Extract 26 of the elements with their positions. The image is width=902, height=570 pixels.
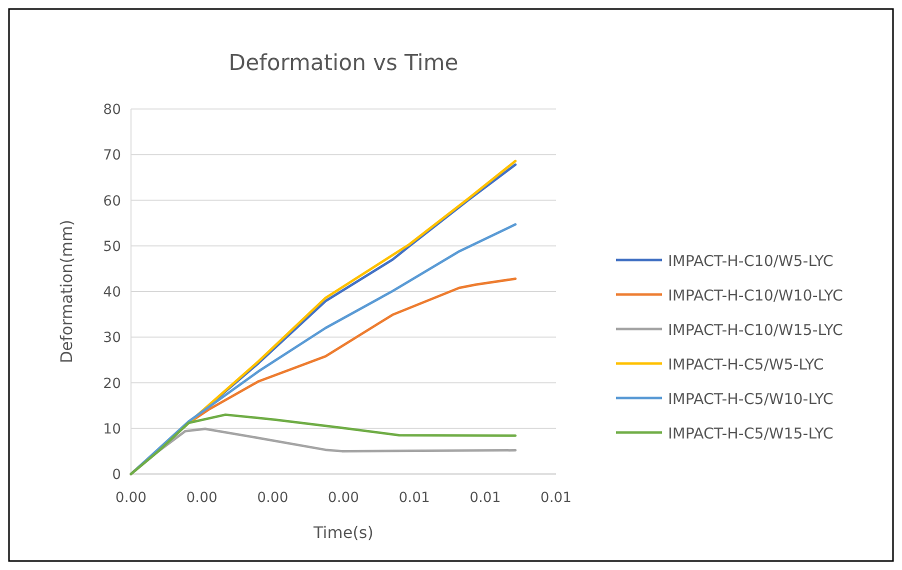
y-axis-title: Deformation(mm) (57, 220, 76, 364)
x-tick-label: 0.00 (257, 490, 288, 506)
y-tick-label: 80 (103, 102, 121, 118)
y-tick-label: 0 (112, 467, 121, 483)
legend-label: IMPACT-H-C10/W15-LYC (668, 321, 843, 339)
x-axis-title: Time(s) (312, 523, 374, 542)
x-tick-label: 0.00 (328, 490, 360, 506)
y-tick-label: 70 (103, 148, 121, 164)
y-tick-label: 50 (103, 238, 121, 255)
legend-label: IMPACT-H-C10/W5-LYC (668, 252, 834, 270)
x-tick-label: 0.00 (115, 490, 147, 506)
x-tick-label: 0.01 (540, 490, 572, 506)
legend-label: IMPACT-H-C5/W15-LYC (668, 424, 834, 442)
y-tick-label: 30 (103, 330, 121, 346)
x-tick-label: 0.01 (398, 490, 430, 506)
legend-label: IMPACT-H-C5/W5-LYC (668, 356, 824, 374)
x-tick-label: 0.00 (186, 490, 218, 506)
y-tick-label: 20 (103, 376, 121, 392)
legend-label: IMPACT-H-C10/W10-LYC (668, 286, 843, 304)
x-tick-label: 0.01 (470, 490, 501, 506)
y-tick-label: 40 (103, 284, 121, 300)
line-series (130, 413, 517, 476)
legend-label: IMPACT-H-C5/W10-LYC (668, 390, 834, 408)
chart-title: Deformation vs Time (228, 51, 458, 76)
y-tick-label: 10 (103, 421, 121, 438)
y-tick-label: 60 (103, 193, 121, 210)
